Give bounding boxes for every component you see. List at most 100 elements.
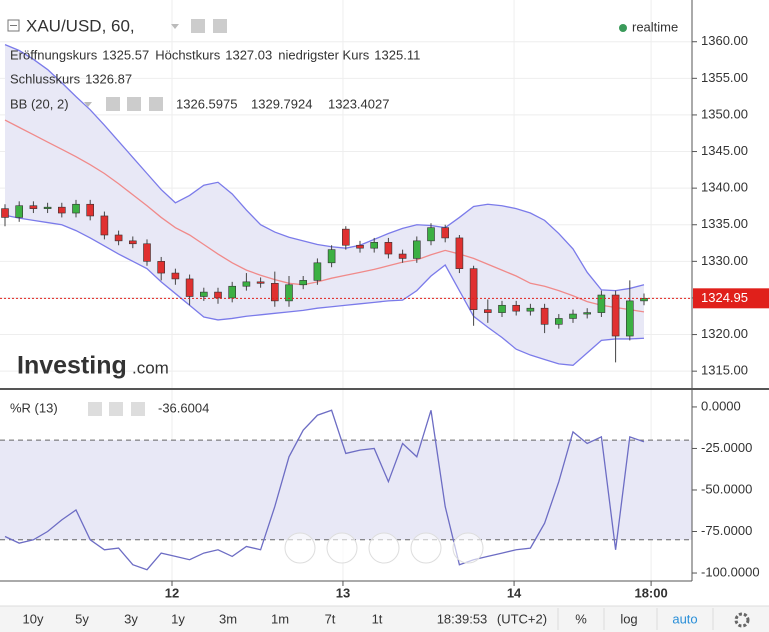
candle-body <box>483 309 492 313</box>
logo-brand: Investing <box>17 352 127 380</box>
candle-body <box>597 294 606 313</box>
option-button[interactable]: log <box>620 611 637 626</box>
option-button[interactable]: auto <box>672 611 697 626</box>
candle-body <box>327 249 336 264</box>
candle-body <box>469 268 478 310</box>
icon[interactable] <box>88 402 102 416</box>
range-button[interactable]: 3m <box>219 611 237 626</box>
icon[interactable] <box>213 19 227 33</box>
range-button[interactable]: 7t <box>325 611 336 626</box>
icon[interactable] <box>106 97 120 111</box>
candle-body <box>129 240 137 245</box>
band-line <box>4 214 645 366</box>
indicator-label: BB (20, 2) <box>10 96 69 111</box>
candle-body <box>498 304 506 313</box>
y-tick-label: -25.0000 <box>701 440 752 455</box>
candle-body <box>1 208 9 218</box>
y-tick-label: 1335.00 <box>701 216 748 231</box>
ohlc-label: Eröffnungskurs <box>10 47 98 62</box>
candle-body <box>370 242 379 249</box>
candle-body <box>341 228 350 246</box>
y-tick-label: 1315.00 <box>701 363 748 378</box>
candle-body <box>611 294 620 337</box>
candle-body <box>143 243 151 262</box>
symbol-title: XAU/USD, 60, <box>26 16 135 35</box>
y-tick-label: 1345.00 <box>701 143 748 158</box>
indicator-label: %R (13) <box>10 400 58 415</box>
x-tick-label: 12 <box>165 585 179 600</box>
dropdown-arrow[interactable] <box>84 102 92 107</box>
nav-reset[interactable] <box>368 532 400 564</box>
candle-body <box>29 205 38 209</box>
icon[interactable] <box>127 97 141 111</box>
level-band <box>0 440 692 540</box>
candle-body <box>43 206 52 209</box>
candle-body <box>228 285 236 299</box>
y-tick-label: 1360.00 <box>701 33 748 48</box>
range-button[interactable]: 1m <box>271 611 289 626</box>
nav-zoom-in[interactable] <box>410 532 442 564</box>
range-button[interactable]: 1t <box>372 611 383 626</box>
y-tick-label: -75.0000 <box>701 523 752 538</box>
icon[interactable] <box>191 19 205 33</box>
icon[interactable] <box>149 97 163 111</box>
timezone: (UTC+2) <box>497 611 547 626</box>
nav-left[interactable] <box>284 532 316 564</box>
option-button[interactable]: % <box>575 611 587 626</box>
icon[interactable] <box>109 402 123 416</box>
candle-body <box>313 262 322 281</box>
ohlc-label: Höchstkurs <box>155 47 221 62</box>
y-tick-label: 0.0000 <box>701 398 741 413</box>
candle-body <box>427 227 435 242</box>
ohlc-value: 1325.11 <box>374 47 420 62</box>
x-tick-label: 14 <box>507 585 522 600</box>
candle-body <box>569 313 577 319</box>
indicator-line <box>4 409 645 571</box>
icon[interactable] <box>131 402 145 416</box>
band-line <box>4 119 645 313</box>
y-tick-label: 1330.00 <box>701 253 748 268</box>
x-tick-label: 13 <box>336 585 350 600</box>
candle-body <box>15 205 23 218</box>
indicator-value: -36.6004 <box>158 400 209 415</box>
last-price-tag <box>693 288 769 309</box>
candle-body <box>412 240 421 259</box>
plot <box>0 44 692 571</box>
range-button[interactable]: 1y <box>171 611 185 626</box>
indicator-value: 1326.5975 <box>176 96 237 111</box>
toolbar-bg <box>0 606 769 632</box>
nav-buttons <box>284 532 484 564</box>
ohlc-value: 1327.03 <box>225 47 272 62</box>
candle-body <box>100 215 109 236</box>
ohlc-label: Schlusskurs <box>10 71 81 86</box>
candle-body <box>285 284 293 302</box>
range-button[interactable]: 3y <box>124 611 138 626</box>
y-tick-label: -100.0000 <box>701 564 760 579</box>
range-button[interactable]: 5y <box>75 611 89 626</box>
nav-right[interactable] <box>452 532 484 564</box>
candle-body <box>72 203 80 214</box>
y-tick-label: 1340.00 <box>701 180 748 195</box>
settings-icon[interactable] <box>734 612 750 628</box>
collapse-icon[interactable] <box>7 19 20 32</box>
candle-body <box>384 242 393 255</box>
toolbar: 10y 5y 3y 1y 3m 1m 7t 1t 18:39:53 (UTC+2)% log auto <box>23 608 750 630</box>
candle-body <box>512 304 521 312</box>
logo-suffix: .com <box>132 358 169 377</box>
last-price-label: 1324.95 <box>701 290 748 305</box>
grid <box>0 0 692 581</box>
candle-body <box>157 261 165 274</box>
realtime-dot <box>619 24 627 32</box>
nav-zoom-out[interactable] <box>326 532 358 564</box>
candle-body <box>114 234 123 242</box>
candle-body <box>625 300 634 337</box>
candle-body <box>554 318 563 325</box>
range-button[interactable]: 10y <box>23 611 44 626</box>
candle-body <box>270 283 279 302</box>
indicator-value: 1329.7924 <box>251 96 312 111</box>
candle-body <box>356 244 364 249</box>
dropdown-arrow[interactable] <box>171 24 179 29</box>
indicator-value: 1323.4027 <box>328 96 389 111</box>
band-line <box>4 44 645 292</box>
